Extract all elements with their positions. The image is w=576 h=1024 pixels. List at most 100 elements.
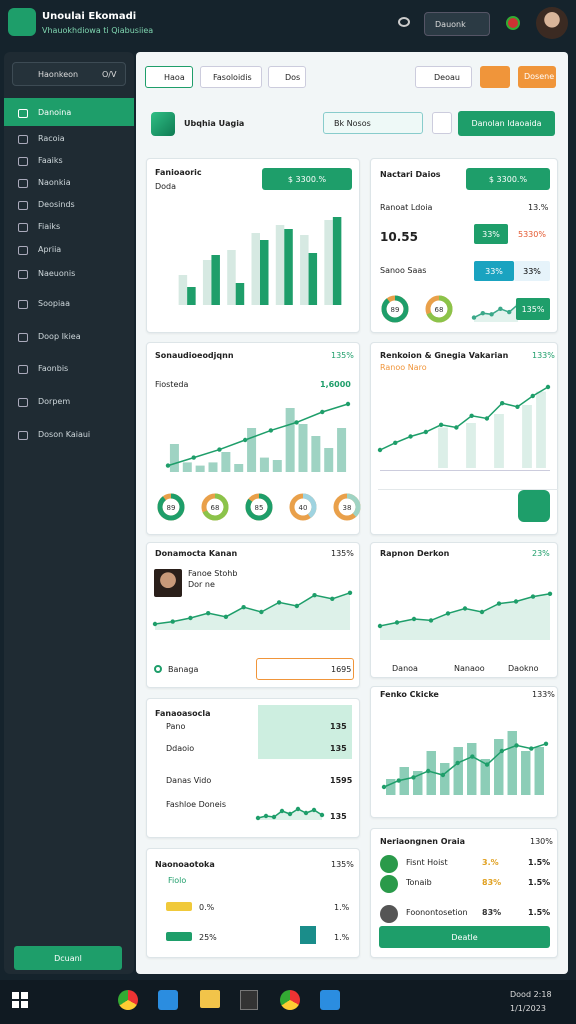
point <box>188 615 193 621</box>
menu-item[interactable]: Doop Ikiea <box>38 332 81 341</box>
orange-button[interactable]: Dosene <box>518 66 556 88</box>
bar <box>494 414 504 468</box>
row-name: Fisnt Hoist <box>406 858 448 867</box>
menu-item[interactable]: Deosinds <box>38 200 75 209</box>
search-hint: O/V <box>102 70 117 79</box>
app-icon[interactable] <box>118 990 138 1010</box>
card-button[interactable]: $ 3300.% <box>466 168 550 190</box>
point <box>287 811 293 817</box>
clock: Dood 2:18 <box>510 990 552 999</box>
row-b: 1.5% <box>528 878 551 887</box>
point <box>507 309 512 315</box>
menu-item[interactable]: Racoia <box>38 134 65 143</box>
point <box>484 762 490 767</box>
menu-icon <box>18 398 28 407</box>
menu-item[interactable]: Danoina <box>38 108 72 117</box>
menu-item[interactable]: Faaiks <box>38 156 63 165</box>
donut: 89 <box>157 493 185 521</box>
menu-item[interactable]: Naonkia <box>38 178 71 187</box>
card-badge: 135% <box>331 549 354 558</box>
card-title: Fenko Ckicke <box>380 690 439 699</box>
search-box[interactable] <box>12 62 126 86</box>
bar <box>426 751 436 795</box>
menu-item[interactable]: Faonbis <box>38 364 69 373</box>
card-button[interactable]: $ 3300.% <box>262 168 352 190</box>
bar <box>182 462 192 472</box>
menu-item[interactable]: Apriia <box>38 245 62 254</box>
search-text: Haonkeon <box>38 70 79 79</box>
row-value: 135 <box>330 744 347 753</box>
bar <box>178 275 188 305</box>
bar <box>337 428 347 472</box>
combo-chart <box>165 401 351 472</box>
legend-item: Daokno <box>508 664 539 673</box>
card-badge: 135% <box>331 860 354 869</box>
point <box>496 601 502 606</box>
menu-icon <box>18 246 28 255</box>
active-item[interactable] <box>4 98 134 126</box>
date: 1/1/2023 <box>510 1004 546 1013</box>
donut-label: 68 <box>435 306 444 314</box>
row-label: 0.% <box>199 903 215 912</box>
menu-icon <box>18 157 28 166</box>
tab[interactable]: Haoa <box>145 66 193 88</box>
point <box>319 812 325 818</box>
avatar <box>380 905 398 923</box>
header-button[interactable]: Dauonk <box>424 12 490 36</box>
bar <box>259 457 269 472</box>
bar <box>413 771 423 795</box>
bar <box>440 763 450 795</box>
app-icon[interactable] <box>158 990 178 1010</box>
point <box>445 611 451 616</box>
action-button[interactable] <box>518 490 550 522</box>
select[interactable]: Deoau <box>415 66 472 88</box>
point <box>470 754 475 759</box>
page-button[interactable]: Danolan Idaoaida <box>458 111 555 136</box>
menu-item[interactable]: Soopiaa <box>38 299 70 308</box>
menu-item[interactable]: Doson Kaiaui <box>38 430 91 439</box>
point <box>408 434 413 439</box>
page-title: Ubqhia Uagia <box>184 119 245 128</box>
app-icon[interactable] <box>200 990 220 1008</box>
start-button[interactable] <box>12 992 28 1008</box>
point <box>454 425 459 430</box>
bar <box>202 260 212 305</box>
bar <box>284 229 293 305</box>
menu-item[interactable]: Dorpem <box>38 397 71 406</box>
point <box>294 420 299 425</box>
point <box>377 623 383 629</box>
menu-item[interactable]: Fiaiks <box>38 222 61 231</box>
notification-icon[interactable] <box>506 16 520 30</box>
app-icon[interactable] <box>280 990 300 1010</box>
card-button[interactable]: Deatle <box>379 926 550 948</box>
line <box>154 592 351 625</box>
point <box>191 455 196 460</box>
bar <box>507 731 517 795</box>
card-subtitle: Ranoo Naro <box>380 363 427 372</box>
app-icon[interactable] <box>320 990 340 1010</box>
tab[interactable]: Fasoloidis <box>200 66 262 88</box>
area <box>155 592 350 630</box>
pill <box>166 902 192 911</box>
sidebar-button[interactable]: Dcuanl <box>14 946 122 970</box>
icon[interactable] <box>398 17 410 27</box>
point <box>295 806 301 812</box>
bar <box>324 448 334 472</box>
point <box>469 413 474 418</box>
card <box>146 542 360 688</box>
card-subtitle: Ranoat Ldoia <box>380 203 433 212</box>
menu-item[interactable]: Naeuonis <box>38 269 76 278</box>
card-badge: 135% <box>331 351 354 360</box>
check-button[interactable] <box>432 112 452 134</box>
point <box>276 600 282 605</box>
chip: 135% <box>516 298 550 320</box>
app-icon[interactable] <box>240 990 258 1010</box>
tab[interactable]: Dos <box>268 66 306 88</box>
orange-icon-button[interactable] <box>480 66 510 88</box>
area <box>380 593 550 640</box>
card-subtitle: Doda <box>155 182 177 191</box>
avatar[interactable] <box>536 7 568 39</box>
bar <box>298 424 308 472</box>
page-select[interactable]: Bk Nosos <box>323 112 423 134</box>
